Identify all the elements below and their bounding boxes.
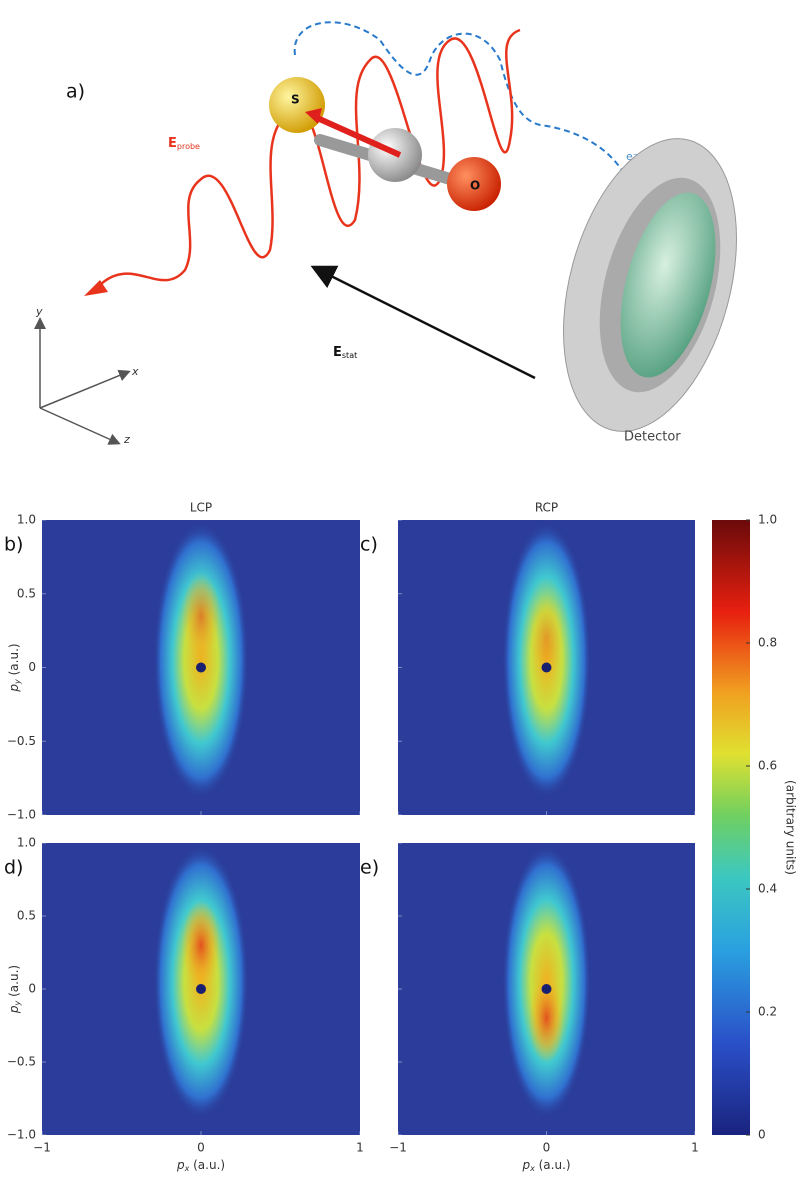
y-tick-label: −1.0 [7, 808, 36, 822]
y-tick-label: 0 [28, 982, 36, 996]
x-tick-label: 0 [197, 1141, 205, 1155]
probe-subscript: probe [177, 142, 200, 151]
colorbar-tick-label: 0 [758, 1128, 766, 1142]
y-tick-label: 0.5 [17, 586, 36, 600]
column-title: RCP [535, 501, 558, 515]
y-tick-label: 1.0 [17, 836, 36, 850]
y-tick-label: 0.5 [17, 909, 36, 923]
atom-label: S [291, 93, 300, 107]
axis-label: x [131, 365, 139, 378]
x-tick-label: 0 [543, 1141, 551, 1155]
atom-label: O [470, 179, 480, 193]
xlabel-axis-label: px (a.u.) [521, 1158, 570, 1173]
maps: b) −1.0 −0.5 0 0.5 1.0 LCP py (a.u.) c) RCP d) −1.0… [4, 501, 798, 1173]
colorbar-tick-label: 0.2 [758, 1005, 777, 1019]
x-tick-label: −1 [389, 1141, 407, 1155]
heatmap-core [182, 572, 220, 661]
x-tick-label: 1 [356, 1141, 364, 1155]
colorbar-tick-label: 0.6 [758, 759, 777, 773]
figure: a) Eprobe e⁻ S O Estat Detector y x z b)… [0, 0, 803, 1177]
colorbar [712, 520, 750, 1135]
axis-z [40, 408, 118, 443]
y-tick-label: −0.5 [7, 1055, 36, 1069]
colorbar-tick-label: 0.4 [758, 882, 777, 896]
colorbar-label: (arbitrary units) [784, 780, 798, 875]
center-dot [196, 984, 206, 994]
label-unit: (a.u.) [535, 1158, 571, 1172]
colorbar-tick-label: 1.0 [758, 513, 777, 527]
y-tick-label: 0 [28, 660, 36, 674]
axis-label: y [35, 305, 43, 318]
center-dot [542, 663, 552, 673]
panel-label: b) [4, 534, 23, 556]
panel-label: a) [66, 81, 85, 103]
ylabel-axis-label: py (a.u.) [7, 965, 22, 1014]
column-title: LCP [190, 501, 212, 515]
center-dot [196, 663, 206, 673]
panel-label: d) [4, 857, 23, 879]
axis-x [40, 372, 128, 408]
y-tick-label: −1.0 [7, 1128, 36, 1142]
probe-label: Eprobe [168, 136, 200, 151]
y-tick-label: 1.0 [17, 513, 36, 527]
static-field-arrow [315, 268, 535, 378]
probe-spiral [95, 30, 520, 290]
schematic: a) Eprobe e⁻ S O Estat Detector y x z [35, 22, 766, 450]
label-unit: (a.u.) [189, 1158, 225, 1172]
probe-symbol: E [168, 136, 177, 151]
y-tick-label: −0.5 [7, 734, 36, 748]
x-tick-label: 1 [691, 1141, 699, 1155]
static-label: Estat [333, 345, 357, 360]
label-unit: (a.u.) [7, 965, 21, 1001]
axis-label: z [123, 433, 130, 446]
static-symbol: E [333, 345, 342, 360]
panel-label: e) [360, 857, 379, 879]
x-tick-label: −1 [33, 1141, 51, 1155]
center-dot [542, 984, 552, 994]
panel-label: c) [360, 534, 378, 556]
label-unit: (a.u.) [7, 643, 21, 679]
colorbar-tick-label: 0.8 [758, 636, 777, 650]
detector-label: Detector [624, 430, 681, 445]
static-subscript: stat [342, 351, 357, 360]
heatmap-core [182, 901, 220, 989]
ylabel-axis-label: py (a.u.) [7, 643, 22, 692]
xlabel-axis-label: px (a.u.) [176, 1158, 225, 1173]
